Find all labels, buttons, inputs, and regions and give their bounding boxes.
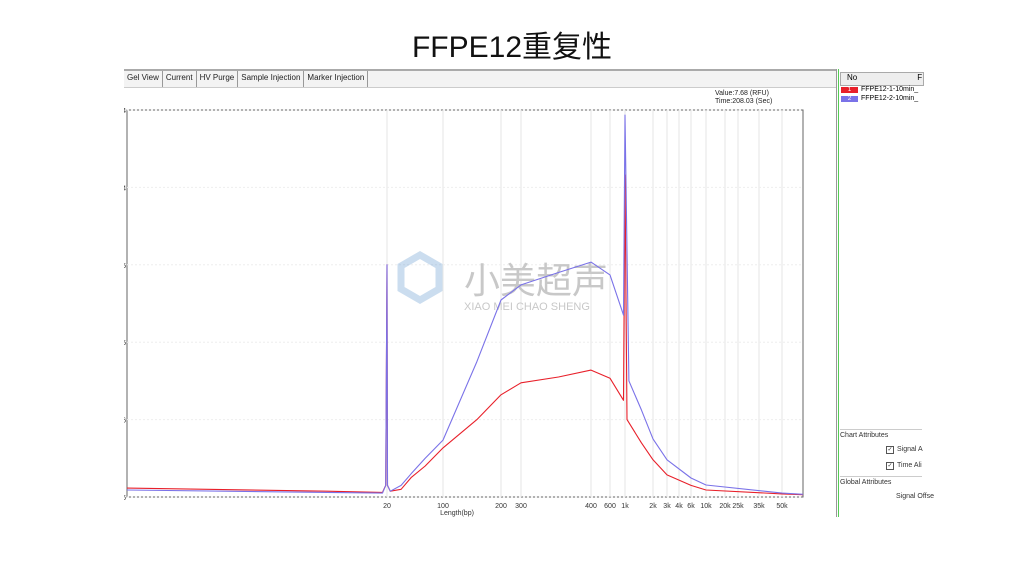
no-header: No: [847, 73, 858, 82]
x-tick-label: 2k: [649, 503, 657, 510]
y-tick-label: 5: [124, 263, 126, 270]
watermark-logo: [397, 250, 443, 305]
y-tick-label: 5: [124, 340, 126, 347]
x-tick-label: 35k: [753, 503, 765, 510]
x-tick-label: 10k: [700, 503, 712, 510]
name-header: F: [917, 73, 923, 82]
x-tick-label: 1k: [621, 503, 629, 510]
x-tick-label: 4k: [675, 503, 683, 510]
tab-current[interactable]: Current: [163, 71, 197, 87]
view-tabs: Gel View Current HV Purge Sample Injecti…: [124, 69, 836, 88]
tab-hv-purge[interactable]: HV Purge: [197, 71, 239, 87]
checkbox-checked-icon: ✓: [886, 446, 894, 454]
time-readout: Time:208.03 (Sec): [715, 98, 773, 105]
tab-gel-view[interactable]: Gel View: [124, 71, 163, 87]
value-readout: Value:7.68 (RFU): [715, 90, 769, 97]
chart-attributes-label: Chart Attributes: [840, 432, 889, 439]
x-tick-label: 400: [585, 503, 597, 510]
sample-row[interactable]: 1 FFPE12-1-10min_: [841, 86, 918, 93]
series-line-2: [126, 114, 804, 495]
signal-align-checkbox[interactable]: ✓ Signal A: [886, 446, 923, 454]
cursor-readout: Value:7.68 (RFU) Time:208.03 (Sec): [715, 90, 772, 106]
x-tick-label: 6k: [687, 503, 695, 510]
y-tick-label: 4: [124, 185, 126, 192]
time-align-label: Time Ali: [897, 462, 922, 469]
y-tick-label: 6: [124, 495, 126, 502]
sample-row[interactable]: 2 FFPE12-2-10min_: [841, 95, 918, 102]
sample-name: FFPE12-1-10min_: [861, 86, 919, 93]
x-tick-label: 3k: [663, 503, 671, 510]
signal-align-label: Signal A: [897, 446, 923, 453]
y-tick-label: 6: [124, 418, 126, 425]
x-tick-label: 20: [383, 503, 391, 510]
y-tick-label: 4: [124, 108, 126, 115]
sample-table-header: No F: [840, 72, 924, 86]
tab-marker-injection[interactable]: Marker Injection: [304, 71, 369, 87]
software-screenshot: Gel View Current HV Purge Sample Injecti…: [124, 69, 934, 517]
checkbox-checked-icon: ✓: [886, 462, 894, 470]
x-axis-label: Length(bp): [440, 510, 474, 517]
sample-name: FFPE12-2-10min_: [861, 95, 919, 102]
sample-color-swatch: 2: [841, 95, 858, 102]
x-tick-label: 100: [437, 503, 449, 510]
signal-offset-label: Signal Offse: [896, 493, 935, 500]
x-tick-label: 300: [515, 503, 527, 510]
electropherogram[interactable]: 20 100 200 300 400 600 1k 2k 3k 4k 6k 10k 20k 25k 35k 5…: [124, 69, 836, 517]
x-tick-label: 600: [604, 503, 616, 510]
global-attributes-label: Global Attributes: [840, 479, 892, 486]
x-tick-label: 200: [495, 503, 507, 510]
sample-color-swatch: 1: [841, 86, 858, 93]
watermark-hexagon-icon: [397, 250, 443, 305]
x-tick-label: 50k: [776, 503, 788, 510]
x-tick-label: 20k: [719, 503, 731, 510]
plot-area: [126, 109, 804, 498]
time-align-checkbox[interactable]: ✓ Time Ali: [886, 462, 922, 470]
x-tick-label: 25k: [732, 503, 744, 510]
sample-panel: No F 1 FFPE12-1-10min_ 2 FFPE12-2-10min_ Ch…: [836, 69, 934, 517]
watermark-text: XIAO MEI CHAO SHENG: [464, 301, 590, 313]
tab-sample-injection[interactable]: Sample Injection: [238, 71, 305, 87]
slide-title: FFPE12重复性: [411, 31, 613, 64]
